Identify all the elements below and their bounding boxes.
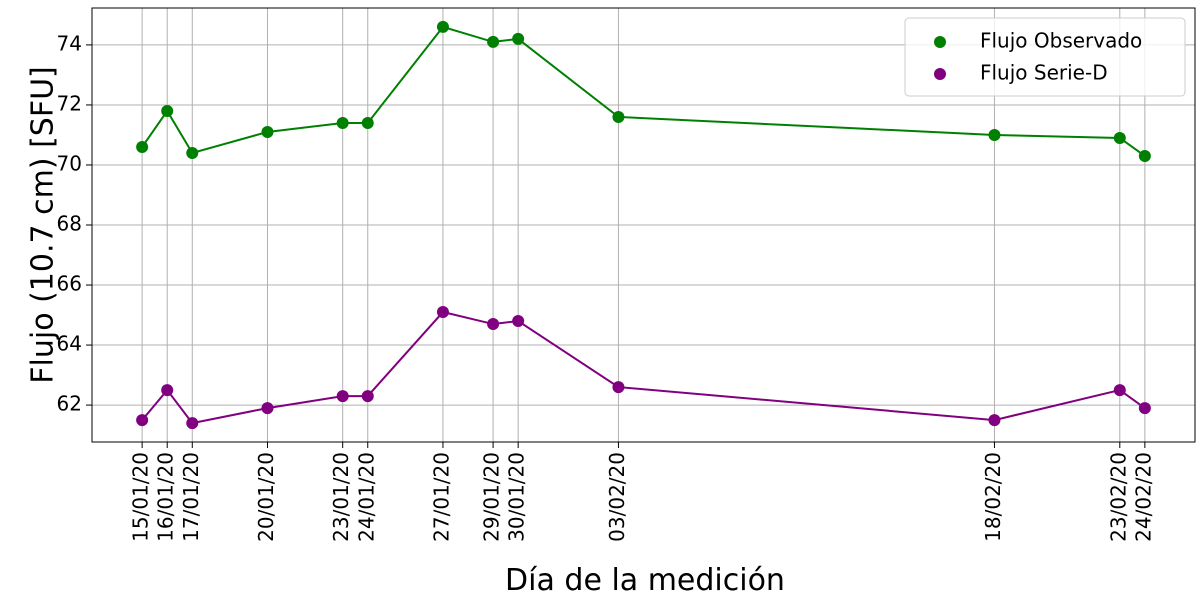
data-point [136,140,149,153]
data-point [612,110,625,123]
y-tick-label: 72 [57,91,82,115]
legend-label: Flujo Observado [980,29,1142,53]
x-tick-label: 24/02/20 [1131,452,1155,542]
data-point [512,32,525,45]
data-point [988,128,1001,141]
x-tick-label: 23/02/20 [1106,452,1130,542]
y-tick-label: 68 [57,212,82,236]
x-tick-label: 30/01/20 [505,452,529,542]
data-point [1113,384,1126,397]
data-point [1138,402,1151,415]
x-tick-label: 15/01/20 [129,452,153,542]
data-point [436,306,449,319]
x-tick-label: 18/02/20 [981,452,1005,542]
x-tick-label: 17/01/20 [179,452,203,542]
x-tick-label: 29/01/20 [480,452,504,542]
data-point [512,315,525,328]
x-tick-label: 23/01/20 [329,452,353,542]
data-point [436,20,449,33]
x-axis-title: Día de la medición [505,563,785,595]
data-point [161,384,174,397]
x-tick-label: 03/02/20 [605,452,629,542]
data-point [136,414,149,427]
legend-label: Flujo Serie-D [980,61,1108,85]
x-tick-label: 20/01/20 [254,452,278,542]
y-tick-label: 70 [57,151,82,175]
legend-marker [934,36,946,48]
y-tick-label: 64 [57,332,82,356]
plot-frame [91,7,1196,443]
data-point [336,390,349,403]
data-point [487,318,500,331]
data-point [1113,131,1126,144]
y-axis-title: Flujo (10.7 cm) [SFU] [26,66,61,384]
data-point [261,402,274,415]
y-tick-label: 66 [57,272,82,296]
data-point [261,125,274,138]
x-tick-label: 16/01/20 [154,452,178,542]
legend-marker [934,68,946,80]
data-point [487,35,500,48]
data-point [1138,149,1151,162]
x-tick-label: 24/01/20 [354,452,378,542]
data-point [612,381,625,394]
data-point [361,390,374,403]
data-point [361,116,374,129]
y-tick-label: 74 [57,31,82,55]
data-point [336,116,349,129]
data-point [186,146,199,159]
data-point [186,417,199,430]
data-point [161,104,174,117]
y-tick-label: 62 [57,392,82,416]
x-tick-label: 27/01/20 [429,452,453,542]
legend-box [904,17,1186,97]
data-point [988,414,1001,427]
